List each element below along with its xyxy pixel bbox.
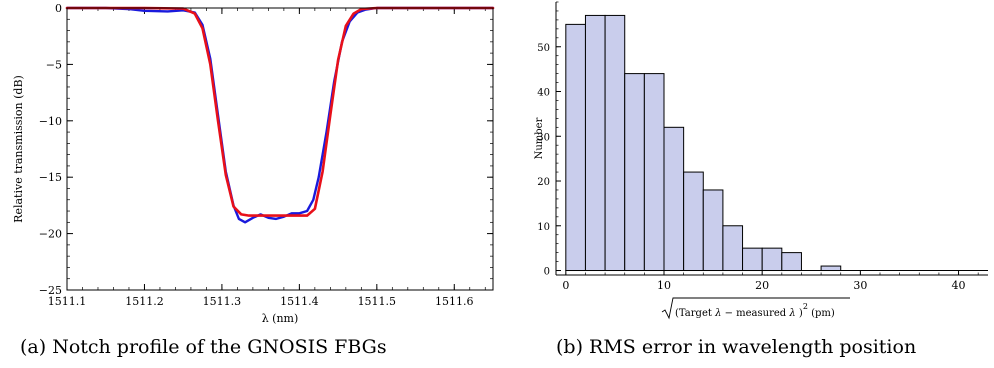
histogram-bar (624, 73, 645, 272)
x-tick-label-b: 0 (562, 279, 569, 292)
y-tick-label-a: −20 (39, 228, 62, 241)
series-line-a-2 (65, 6, 495, 217)
caption-b: (b) RMS error in wavelength position (556, 336, 917, 358)
histogram-bar (584, 14, 606, 272)
y-tick-label-b: 50 (537, 43, 550, 54)
y-tick-label-a: −5 (46, 58, 62, 71)
x-tick-label-b: 40 (952, 279, 966, 292)
histogram-bar (820, 265, 842, 272)
x-tick-label-a: 1511.2 (125, 295, 164, 308)
histogram-bar (683, 171, 704, 272)
x-tick-label-a: 1511.4 (280, 295, 319, 308)
x-axis-label-a: λ (nm) (262, 312, 299, 325)
x-tick-label-a: 1511.5 (358, 295, 397, 308)
histogram-bar (722, 225, 744, 272)
y-tick-label-a: −25 (39, 284, 62, 297)
histogram-bar (781, 252, 802, 272)
x-tick-label-a: 1511.1 (48, 295, 87, 308)
histogram-bar (742, 247, 763, 272)
histogram-bar (643, 73, 665, 272)
x-axis-label-b: (Target λ − measured λ )2 (pm) (675, 302, 835, 319)
plot-area-a: 1511.1 1511.2 1511.3 1511.4 1511.5 1511.6 0 −5 −… (12, 2, 495, 325)
x-tick-label-a: 1511.6 (435, 295, 474, 308)
y-axis-label-b: Number (534, 117, 545, 159)
histogram-bar (663, 126, 685, 272)
frame-a (66, 7, 494, 291)
y-tick-label-b: 20 (537, 177, 550, 188)
histogram-bar (565, 23, 586, 272)
series-line-a-1 (65, 6, 495, 224)
x-tick-label-b: 10 (657, 279, 671, 292)
plot-area-b: 0 10 20 30 40 0 10 20 30 40 50 Number (Target λ − me… (534, 1, 988, 320)
y-tick-label-b: 40 (537, 88, 550, 99)
histogram-bar (604, 14, 626, 272)
y-tick-label-a: 0 (55, 2, 62, 15)
y-axis-label-a: Relative transmission (dB) (12, 75, 25, 223)
y-tick-label-b: 0 (544, 267, 550, 278)
y-tick-label-b: 10 (537, 222, 550, 233)
y-tick-label-a: −15 (39, 171, 62, 184)
x-tick-label-a: 1511.3 (203, 295, 242, 308)
sqrt-symbol-b (661, 297, 850, 320)
x-tick-label-b: 30 (853, 279, 867, 292)
caption-a: (a) Notch profile of the GNOSIS FBGs (20, 336, 387, 358)
histogram-bar (761, 247, 783, 272)
y-tick-label-a: −10 (39, 115, 62, 128)
x-tick-label-b: 20 (755, 279, 769, 292)
histogram-bar (702, 189, 724, 272)
y-tick-label-b: 30 (537, 132, 550, 143)
